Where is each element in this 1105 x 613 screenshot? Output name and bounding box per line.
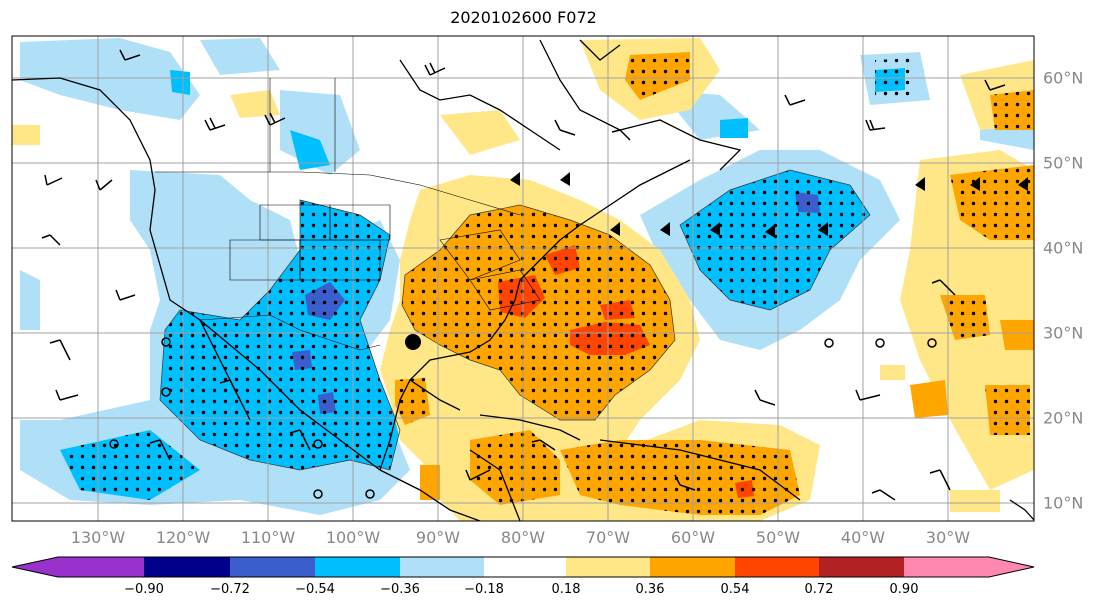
lon-tick-label: 50°W: [755, 528, 801, 547]
lat-tick-label: 50°N: [1043, 153, 1084, 173]
colorbar-low-extend: [12, 557, 58, 577]
lon-tick-label: 60°W: [670, 528, 716, 547]
lat-tick-label: 10°N: [1043, 493, 1084, 513]
colorbar-high-extend: [989, 557, 1034, 577]
lat-tick-label: 20°N: [1043, 408, 1084, 428]
colorbar-tick-label: 0.54: [720, 582, 750, 597]
map-frame: [11, 35, 1035, 522]
colorbar-bin: [400, 557, 484, 577]
colorbar-tick-label: −0.54: [295, 582, 335, 597]
wind-barbs: [41, 49, 1006, 501]
colorbar-tick-label: −0.90: [124, 582, 164, 597]
colorbar-bin: [144, 557, 230, 577]
colorbar-bin: [819, 557, 904, 577]
storm-center-marker: [405, 334, 421, 350]
lon-tick-label: 110°W: [240, 528, 296, 547]
lon-tick-label: 70°W: [585, 528, 631, 547]
colorbar-tick-label: −0.18: [464, 582, 504, 597]
lon-tick-label: 120°W: [155, 528, 211, 547]
calm-wind-circles: [109, 337, 937, 499]
lat-tick-label: 60°N: [1043, 68, 1084, 88]
map-panel: [12, 36, 1034, 521]
colorbar-bin: [230, 557, 315, 577]
colorbar-tick-label: 0.90: [889, 582, 919, 597]
lon-tick-label: 130°W: [70, 528, 126, 547]
colorbar-tick-label: −0.72: [210, 582, 250, 597]
wind-pennants: [510, 172, 1028, 238]
lon-tick-label: 30°W: [925, 528, 971, 547]
colorbar-tick-label: 0.72: [804, 582, 834, 597]
colorbar-tick-label: 0.18: [551, 582, 581, 597]
colorbar-tick-label: −0.36: [380, 582, 420, 597]
figure-title: 2020102600 F072: [450, 8, 597, 27]
lon-tick-label: 90°W: [415, 528, 461, 547]
colorbar-bin: [735, 557, 819, 577]
colorbar-tick-label: 0.36: [635, 582, 665, 597]
lat-tick-label: 40°N: [1043, 238, 1084, 258]
colorbar-bin: [566, 557, 650, 577]
colorbar-outline: [11, 556, 1035, 578]
lon-tick-label: 40°W: [840, 528, 886, 547]
colorbar-bin: [315, 557, 400, 577]
colorbar-bin: [904, 557, 989, 577]
colorbar-bin: [58, 557, 144, 577]
colorbar-bin: [650, 557, 735, 577]
lon-tick-label: 100°W: [325, 528, 381, 547]
significance-stippling: [60, 52, 1034, 515]
graticule: [12, 36, 1034, 521]
colorbar: [11, 556, 1035, 578]
lon-tick-label: 80°W: [500, 528, 546, 547]
lat-tick-label: 30°N: [1043, 323, 1084, 343]
colorbar-bin: [484, 557, 566, 577]
